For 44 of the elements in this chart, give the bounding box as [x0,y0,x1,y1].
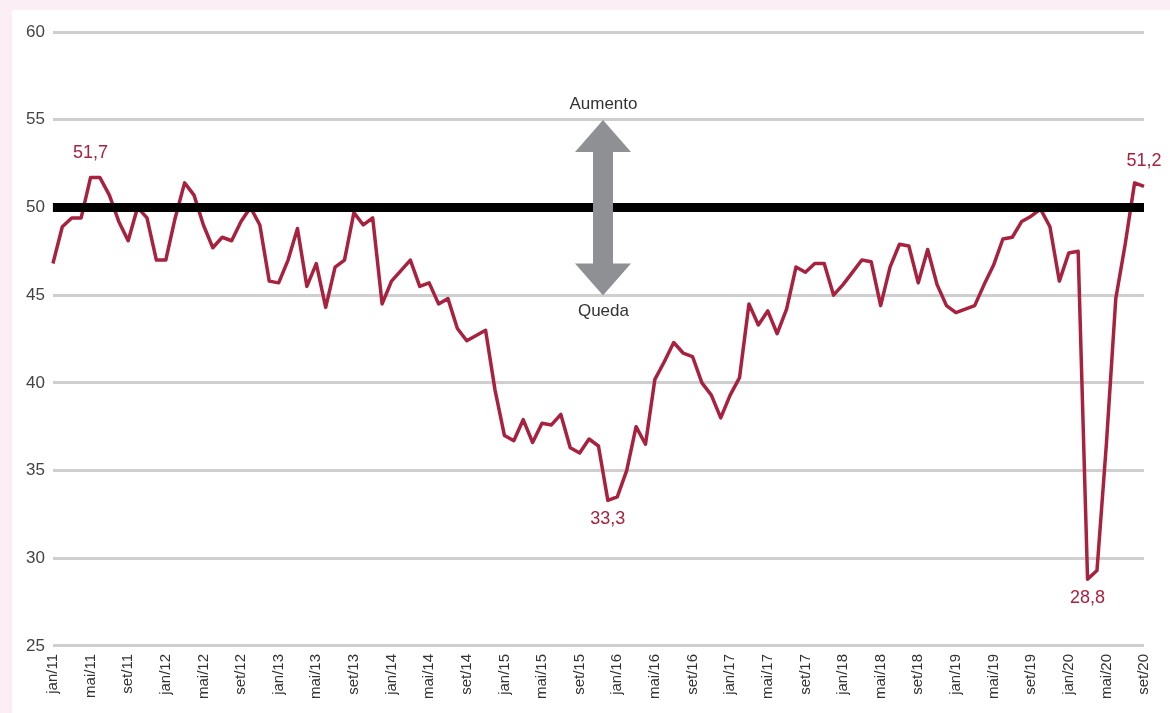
data-label: 51,7 [73,141,109,162]
x-tick-label: set/19 [1021,653,1039,695]
x-tick-label: set/18 [908,653,926,695]
x-tick-label: jan/14 [381,653,399,696]
x-tick-label: jan/18 [833,653,851,696]
x-tick-label: jan/13 [268,653,286,696]
x-tick-label: mai/14 [419,653,437,700]
y-tick-label: 55 [25,109,45,129]
y-tick-label: 35 [25,460,45,480]
data-label: 28,8 [1070,587,1106,608]
y-tick-label: 60 [25,21,45,41]
x-tick-label: mai/16 [645,653,663,700]
y-tick-label: 25 [25,635,45,655]
annotation: Aumento [569,93,638,114]
x-tick-label: jan/16 [607,653,625,696]
y-tick-label: 40 [25,372,45,392]
data-label: 33,3 [590,508,626,529]
x-tick-label: set/13 [344,653,362,695]
x-tick-label: mai/12 [193,653,211,700]
x-tick-label: set/17 [795,653,813,695]
x-tick-label: mai/13 [306,653,324,700]
x-tick-label: set/12 [231,653,249,695]
x-tick-label: mai/15 [532,653,550,700]
x-tick-label: mai/18 [870,653,888,700]
data-label: 51,2 [1126,150,1162,171]
x-tick-label: set/15 [569,653,587,695]
x-tick-label: jan/11 [43,653,61,695]
annotation: Queda [577,301,629,322]
x-tick-label: mai/20 [1096,653,1114,700]
y-tick-label: 30 [25,547,45,567]
x-tick-label: jan/17 [720,653,738,696]
x-tick-label: mai/11 [80,653,98,698]
x-tick-label: jan/15 [494,653,512,696]
x-tick-label: mai/17 [757,653,775,700]
x-tick-label: set/16 [682,653,700,695]
y-tick-label: 45 [25,284,45,304]
x-tick-label: jan/12 [155,653,173,696]
x-tick-label: set/20 [1134,653,1152,695]
x-tick-label: set/14 [456,653,474,695]
x-tick-label: jan/20 [1058,653,1076,696]
y-tick-label: 50 [25,197,45,217]
x-tick-label: mai/19 [983,653,1001,700]
x-tick-label: set/11 [118,653,136,694]
x-tick-label: jan/19 [946,653,964,696]
